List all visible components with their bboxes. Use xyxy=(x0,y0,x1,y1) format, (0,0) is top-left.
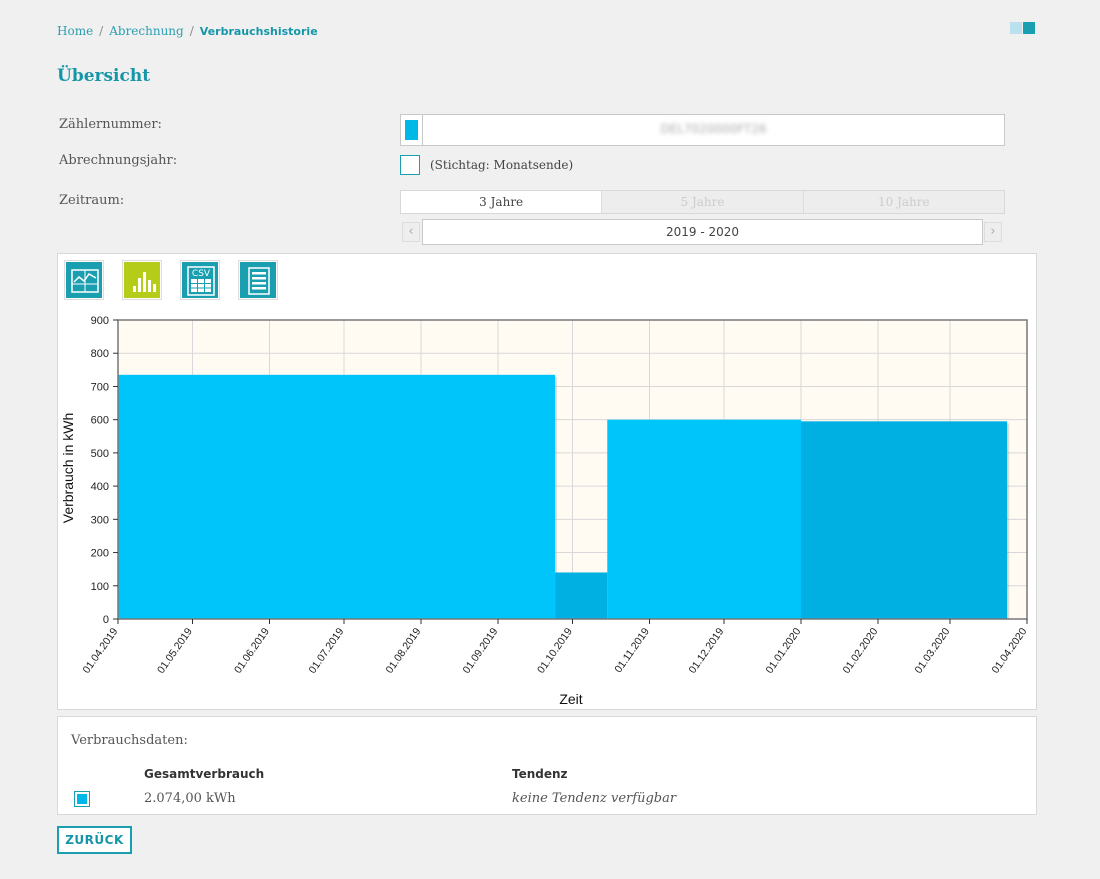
table-view-button[interactable] xyxy=(238,260,278,300)
y-tick-label: 900 xyxy=(91,315,109,327)
bar-chart-button[interactable] xyxy=(122,260,162,300)
x-axis-label: Zeit xyxy=(559,691,582,707)
year-label: Abrechnungsjahr: xyxy=(59,153,178,168)
period-selector: ‹ 2019 - 2020 › xyxy=(400,219,1005,245)
billing-year-checkbox[interactable] xyxy=(400,155,420,175)
x-tick-label: 01.02.2020 xyxy=(840,626,880,676)
x-tick-label: 01.06.2019 xyxy=(232,626,272,676)
range-tabs: 3 Jahre 5 Jahre 10 Jahre xyxy=(400,190,1005,214)
y-tick-label: 600 xyxy=(91,415,109,427)
x-tick-label: 01.05.2019 xyxy=(155,626,195,676)
trend-header: Tendenz xyxy=(512,767,568,781)
meter-select[interactable]: DEL7020000FT26 xyxy=(400,114,1005,146)
next-period-button[interactable]: › xyxy=(984,222,1002,242)
breadcrumb-separator: / xyxy=(189,24,194,38)
back-button[interactable]: ZURÜCK xyxy=(57,826,132,854)
chart-panel: CSV 0 100 200 300 400 500 600 700 800 900 01.04.2… xyxy=(57,253,1037,710)
page-title: Übersicht xyxy=(57,66,151,86)
y-tick-label: 400 xyxy=(91,481,109,493)
csv-export-button[interactable]: CSV xyxy=(180,260,220,300)
total-consumption-header: Gesamtverbrauch xyxy=(144,767,265,781)
breadcrumb-separator: / xyxy=(99,24,104,38)
bar-chart-icon xyxy=(133,272,156,292)
x-tick-label: 01.03.2020 xyxy=(912,626,952,676)
table-view-icon xyxy=(248,267,270,295)
x-tick-label: 01.08.2019 xyxy=(383,626,423,676)
y-tick-label: 300 xyxy=(91,514,109,526)
prev-period-button[interactable]: ‹ xyxy=(402,222,420,242)
y-tick-label: 500 xyxy=(91,448,109,460)
chart-bar xyxy=(555,572,608,619)
x-tick-label: 01.04.2019 xyxy=(80,626,120,676)
tab-3-years[interactable]: 3 Jahre xyxy=(401,191,603,213)
light-square-icon[interactable] xyxy=(1010,22,1022,34)
x-tick-label: 01.07.2019 xyxy=(306,626,346,676)
billing-year-note: (Stichtag: Monatsende) xyxy=(430,158,574,172)
meter-color-swatch xyxy=(405,120,418,140)
dark-square-icon[interactable] xyxy=(1023,22,1035,34)
breadcrumb: Home / Abrechnung / Verbrauchshistorie xyxy=(57,24,318,38)
breadcrumb-home[interactable]: Home xyxy=(57,24,94,38)
line-chart-icon xyxy=(71,269,99,293)
tab-5-years[interactable]: 5 Jahre xyxy=(602,191,804,213)
consumption-chart: 0 100 200 300 400 500 600 700 800 900 01.04.2019 0… xyxy=(60,315,1030,707)
tab-10-years[interactable]: 10 Jahre xyxy=(878,195,930,209)
series-toggle-checkbox[interactable] xyxy=(74,791,90,807)
breadcrumb-billing[interactable]: Abrechnung xyxy=(109,24,184,38)
y-tick-label: 200 xyxy=(91,548,109,560)
chart-bar xyxy=(800,421,1008,619)
y-tick-label: 0 xyxy=(103,614,109,626)
x-tick-label: 01.12.2019 xyxy=(686,626,726,676)
x-tick-label: 01.04.2020 xyxy=(989,626,1029,676)
consumption-data-label: Verbrauchsdaten: xyxy=(71,733,188,748)
series-color-swatch xyxy=(77,794,87,804)
y-axis-label: Verbrauch in kWh xyxy=(60,413,76,524)
x-tick-label: 01.11.2019 xyxy=(612,626,652,675)
trend-value: keine Tendenz verfügbar xyxy=(512,791,677,806)
y-tick-label: 700 xyxy=(91,381,109,393)
x-tick-label: 01.09.2019 xyxy=(460,626,500,676)
consumption-data-panel: Verbrauchsdaten: Gesamtverbrauch Tendenz… xyxy=(57,716,1037,815)
view-toggle[interactable] xyxy=(1010,19,1036,38)
y-tick-label: 100 xyxy=(91,581,109,593)
period-label: Zeitraum: xyxy=(59,193,125,208)
x-tick-label: 01.01.2020 xyxy=(763,626,803,676)
meter-indicator xyxy=(401,115,423,145)
chart-bar xyxy=(118,374,556,619)
line-chart-button[interactable] xyxy=(64,260,104,300)
breadcrumb-current: Verbrauchshistorie xyxy=(199,25,318,38)
meter-number: DEL7020000FT26 xyxy=(660,122,767,136)
csv-export-icon: CSV xyxy=(187,266,215,296)
total-consumption-value: 2.074,00 kWh xyxy=(144,791,236,806)
period-value: 2019 - 2020 xyxy=(422,219,983,245)
y-tick-label: 800 xyxy=(91,348,109,360)
chart-bar xyxy=(607,419,801,619)
csv-label: CSV xyxy=(192,269,211,279)
meter-label: Zählernummer: xyxy=(59,117,162,132)
x-tick-label: 01.10.2019 xyxy=(535,626,575,676)
